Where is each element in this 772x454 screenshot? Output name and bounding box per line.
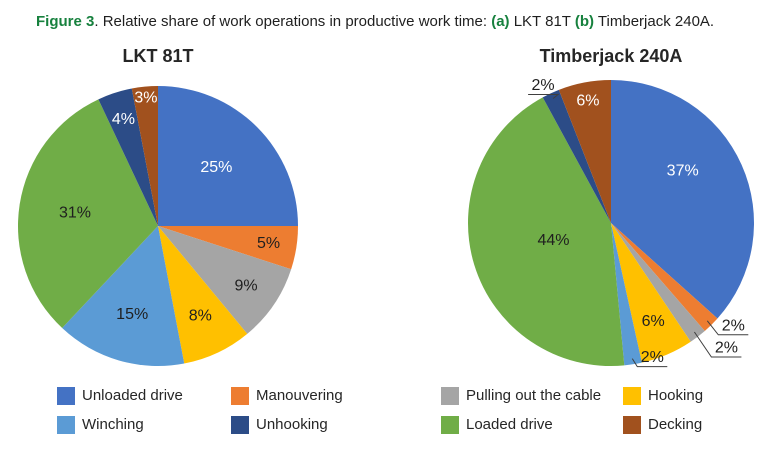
pie-slice-unhooking [542,89,611,223]
legend-swatch [441,387,459,405]
caption-a-label: (a) [491,13,510,30]
slice-label: 6% [576,92,599,109]
figure-label: Figure 3 [36,13,95,30]
caption-body: . Relative share of work operations in p… [94,13,492,30]
slice-label: 44% [537,232,569,249]
legend-swatch [441,416,459,434]
figure-caption: Figure 3. Relative share of work operati… [36,11,764,32]
pie-slice-decking [131,86,158,226]
legend-label: Unhooking [256,416,328,433]
legend-swatch [623,416,641,434]
slice-label: 4% [112,111,135,128]
caption-b-text: Timberjack 240A. [594,13,715,30]
legend-swatch [57,416,75,434]
legend-swatch [623,387,641,405]
slice-label-outside: 2% [715,340,738,357]
legend-label: Hooking [648,387,704,404]
pie-slice-hooking [158,226,248,364]
slice-label: 31% [59,204,91,221]
legend-item: Manouvering [231,386,343,406]
slice-label-outside: 2% [722,317,745,334]
pie-slice-winching [62,226,185,367]
legend-item: Decking [623,415,702,435]
pie-chart-lkt-81t: 25% 5% 9% 8% 15% 31% 4% 3% [17,86,298,367]
legend-item: Unhooking [231,415,328,435]
pie-slice-decking [558,80,611,223]
slice-label: 37% [667,162,699,179]
slice-label: 8% [189,307,212,324]
pie-slice-winching [611,223,642,366]
pie-slice-pulling-out-the-cable [611,223,705,342]
legend-label: Loaded drive [466,416,553,433]
legend-label: Unloaded drive [82,387,183,404]
legend-label: Manouvering [256,387,343,404]
legend-item: Unloaded drive [57,386,183,406]
slice-label: 15% [116,306,148,323]
chart-title-timberjack-240a: Timberjack 240A [539,46,683,66]
slice-label: 6% [642,313,665,330]
chart-title-lkt-81t: LKT 81T [122,46,194,66]
legend-swatch [57,387,75,405]
pie-slice-loaded-drive [467,97,625,367]
caption-b-label: (b) [574,13,595,30]
slice-label: 9% [234,277,257,294]
pie-slice-loaded-drive [17,99,159,329]
pie-slice-manouvering [158,226,298,270]
legend-label: Winching [82,416,144,433]
legend-item: Pulling out the cable [441,386,601,406]
pie-slice-unhooking [98,88,158,226]
legend-swatch [231,387,249,405]
pie-slice-unloaded-drive [611,80,755,319]
slice-label-outside: 2% [532,77,555,94]
pie-slice-hooking [611,223,691,363]
legend-label: Pulling out the cable [466,387,602,404]
pie-chart-timberjack-240a: 37% 2% 2% 6% 2% 44% 2% 6% [467,77,755,368]
caption-a-text: LKT 81T [509,13,575,30]
slice-label-outside: 2% [641,349,664,366]
pie-slice-manouvering [611,223,718,331]
label-leader-line [631,358,668,368]
pie-slice-pulling-out-the-cable [158,226,292,334]
legend-item: Winching [57,415,144,435]
label-leader-line [528,94,560,99]
legend-swatch [231,416,249,434]
legend-item: Hooking [623,386,703,406]
slice-label: 3% [134,89,157,106]
slice-label: 5% [257,235,280,252]
pie-slice-unloaded-drive [158,86,298,226]
label-leader-line [693,331,742,358]
legend-label: Decking [648,416,703,433]
label-leader-line [706,320,749,336]
legend-item: Loaded drive [441,415,553,435]
slice-label: 25% [200,159,232,176]
